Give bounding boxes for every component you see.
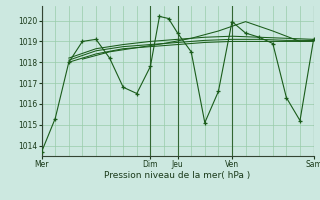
X-axis label: Pression niveau de la mer( hPa ): Pression niveau de la mer( hPa ) — [104, 171, 251, 180]
